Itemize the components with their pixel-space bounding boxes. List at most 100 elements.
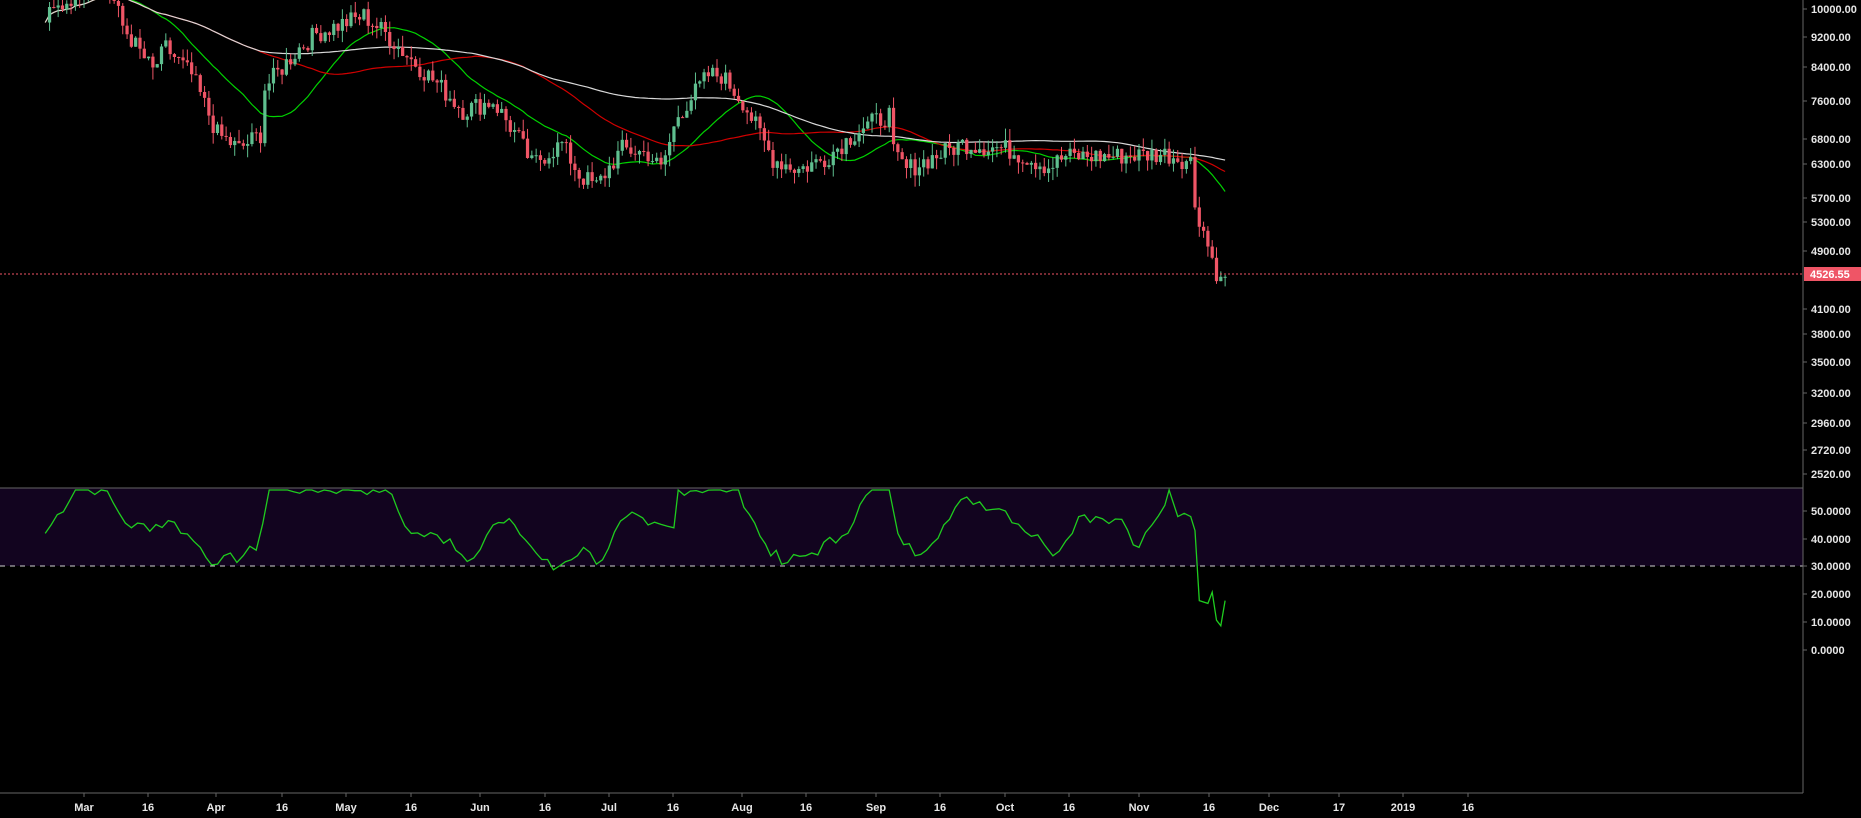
candle <box>762 128 766 141</box>
time-axis[interactable]: Mar 16 Apr 16 May 16 Jun 16 Jul 16 Aug 16 Sep 16 Oct 16… <box>0 792 1803 814</box>
candle <box>969 149 973 155</box>
candle <box>310 27 314 51</box>
candle <box>56 5 60 8</box>
candle <box>301 47 306 49</box>
candle <box>534 155 538 157</box>
candle <box>840 148 844 155</box>
candle <box>1210 246 1214 258</box>
candle <box>112 0 116 1</box>
time-tick-label: Mar <box>74 802 94 814</box>
candle <box>211 115 215 133</box>
candle <box>1150 149 1154 161</box>
candle <box>1154 149 1158 163</box>
candle <box>1025 162 1029 165</box>
candle <box>362 9 366 20</box>
candle <box>689 100 693 111</box>
price-tick-label: 6800.00 <box>1811 134 1851 146</box>
candle <box>155 64 159 68</box>
candle <box>835 148 840 152</box>
rsi-tick-label: 0.0000 <box>1811 645 1845 657</box>
candle <box>246 144 250 146</box>
candle <box>1016 155 1021 163</box>
candle <box>986 151 990 156</box>
candle <box>73 0 78 6</box>
candle <box>1111 156 1115 158</box>
candle <box>1003 140 1008 148</box>
time-tick-label: 16 <box>1462 802 1474 814</box>
candle <box>896 144 900 153</box>
candle <box>581 178 586 185</box>
candle <box>844 138 848 155</box>
candle <box>525 138 530 158</box>
candle <box>276 67 280 70</box>
price-axis[interactable]: 10000.00 9200.00 8400.00 7600.00 6800.00 6300… <box>1802 0 1861 793</box>
candle <box>530 155 534 158</box>
candlestick-series <box>47 0 1227 287</box>
last-price-badge <box>1804 267 1861 281</box>
candle <box>340 18 344 31</box>
price-pane[interactable] <box>0 0 1803 287</box>
candle <box>620 139 624 151</box>
candle <box>508 120 512 132</box>
candle <box>258 132 263 144</box>
candle <box>370 25 375 27</box>
candle <box>594 180 599 182</box>
candle <box>47 7 52 23</box>
candle <box>121 5 125 26</box>
candle <box>52 7 56 9</box>
candle <box>125 25 129 35</box>
candle <box>1158 154 1163 163</box>
candle <box>866 121 870 129</box>
time-tick-label: Oct <box>996 802 1015 814</box>
candle <box>719 76 723 84</box>
candle <box>590 172 594 182</box>
candle <box>930 155 934 169</box>
candle <box>831 151 835 166</box>
candle <box>904 159 909 169</box>
candle <box>1107 154 1111 158</box>
candle <box>1081 151 1085 160</box>
candle <box>745 110 749 113</box>
candle <box>418 66 422 78</box>
candle <box>254 132 258 134</box>
candle <box>345 18 349 27</box>
candle <box>973 149 977 153</box>
candle <box>181 57 185 61</box>
candle <box>1021 162 1025 164</box>
candle <box>413 59 418 67</box>
candle <box>1189 157 1193 162</box>
candle <box>805 166 810 172</box>
candle <box>1137 149 1141 161</box>
candle <box>457 106 461 108</box>
candle <box>599 175 603 181</box>
candle <box>491 104 495 107</box>
candle <box>159 46 164 65</box>
last-price-value: 4526.55 <box>1810 269 1850 281</box>
candle <box>547 158 551 164</box>
rsi-tick-label: 20.0000 <box>1811 589 1851 601</box>
candle <box>327 32 332 36</box>
candle <box>917 167 922 176</box>
candle <box>319 33 323 42</box>
candle <box>1193 157 1197 208</box>
rsi-axis[interactable]: 50.0000 40.0000 30.0000 20.0000 10.0000 0.000… <box>1803 506 1851 657</box>
candle <box>736 95 741 102</box>
candle <box>1145 150 1150 161</box>
candle <box>1171 158 1176 164</box>
candle <box>1214 257 1219 282</box>
candle <box>1184 161 1188 170</box>
candle <box>134 37 138 47</box>
candle <box>1029 162 1033 165</box>
time-tick-label: 17 <box>1333 802 1345 814</box>
candle <box>465 116 469 120</box>
candle <box>1077 152 1081 160</box>
rsi-pane[interactable] <box>0 487 1803 628</box>
candle <box>668 141 672 156</box>
candle <box>1046 168 1051 174</box>
time-tick-label: 16 <box>1203 802 1215 814</box>
candle <box>857 133 861 142</box>
rsi-tick-label: 30.0000 <box>1811 561 1851 573</box>
candle <box>711 67 715 77</box>
